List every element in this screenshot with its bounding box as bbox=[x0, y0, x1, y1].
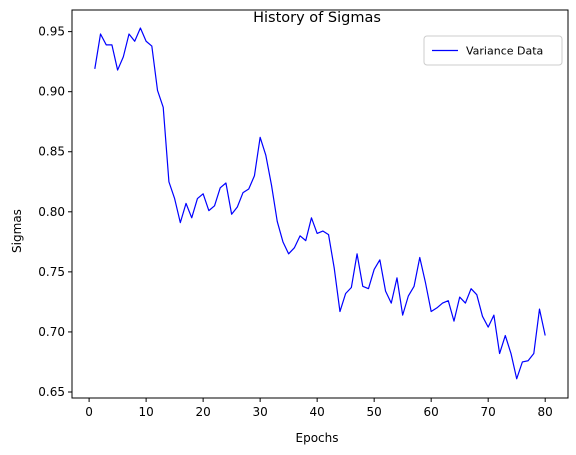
x-tick-label: 60 bbox=[424, 405, 439, 419]
plot-area-frame bbox=[71, 9, 569, 399]
y-tick-label: 0.70 bbox=[38, 325, 65, 339]
x-tick-label: 30 bbox=[252, 405, 267, 419]
x-tick-label: 0 bbox=[85, 405, 93, 419]
series-line-0 bbox=[94, 27, 546, 380]
chart-title: History of Sigmas bbox=[253, 10, 381, 26]
y-tick-label: 0.85 bbox=[38, 145, 65, 159]
y-tick-label: 0.75 bbox=[38, 265, 65, 279]
y-tick-label: 0.65 bbox=[38, 385, 65, 399]
x-tick-label: 80 bbox=[538, 405, 553, 419]
x-tick-label: 40 bbox=[310, 405, 325, 419]
y-tick-label: 0.90 bbox=[38, 85, 65, 99]
x-tick-label: 70 bbox=[481, 405, 496, 419]
x-tick-label: 50 bbox=[367, 405, 382, 419]
y-tick-label: 0.80 bbox=[38, 205, 65, 219]
legend-label-variance-data: Variance Data bbox=[466, 45, 543, 58]
x-tick-label: 10 bbox=[138, 405, 153, 419]
x-axis-label: Epochs bbox=[296, 431, 339, 445]
y-axis-label: Sigmas bbox=[10, 209, 24, 253]
legend: Variance Data bbox=[423, 35, 563, 66]
y-tick-label: 0.95 bbox=[38, 25, 65, 39]
x-tick-label: 20 bbox=[195, 405, 210, 419]
legend-box bbox=[423, 35, 563, 66]
